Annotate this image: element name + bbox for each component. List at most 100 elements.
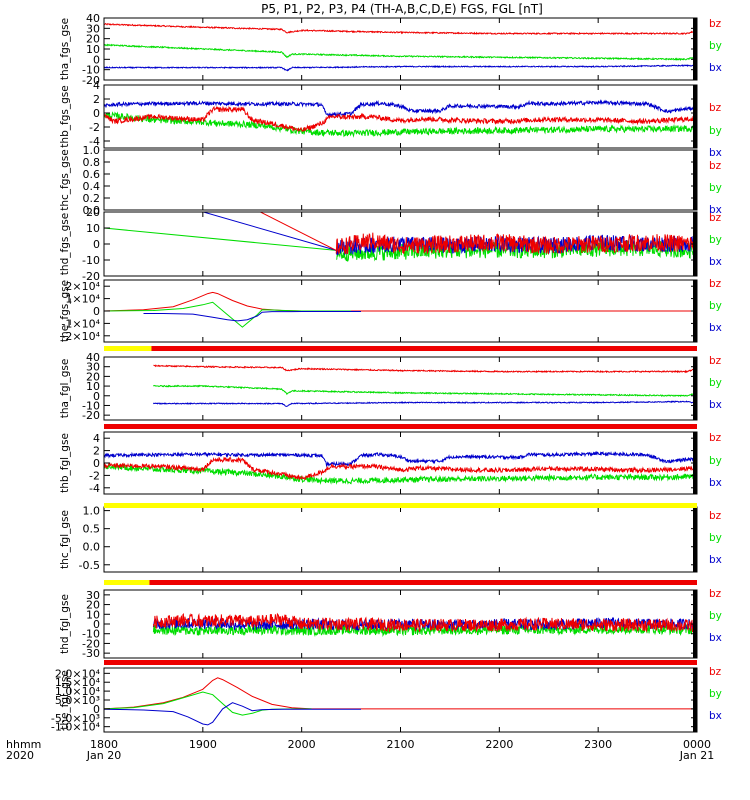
status-bar-red — [151, 346, 697, 351]
panel-series-1 — [104, 99, 697, 138]
series-bz-trace — [335, 232, 697, 255]
legend-bx: bx — [709, 477, 722, 489]
panel-ylabel: tha_fgl_gse — [59, 359, 71, 419]
ytick-label: -30 — [82, 647, 100, 660]
status-bar-yellow — [104, 346, 152, 351]
ytick-label: 0.0 — [83, 541, 101, 554]
legend-bx: bx — [709, 632, 722, 644]
ytick-label: -2 — [89, 121, 100, 134]
panel-thd_fgs_gse: 20 10 0 -10 -20 thd_fgs_gse bz by bx — [59, 206, 722, 283]
legend-bz: bz — [709, 355, 722, 367]
xaxis-date-end: Jan 21 — [679, 749, 714, 762]
xaxis-row-label-1: hhmm — [6, 738, 41, 751]
panel-series-5 — [152, 364, 697, 407]
ytick-label: 0 — [93, 457, 100, 470]
legend-bx: bx — [709, 256, 722, 268]
legend-bz: bz — [709, 432, 722, 444]
panel-thc_fgl_gse: 1.0 0.5 0.0 -0.5 thc_fgl_gse bz by bx — [59, 505, 722, 573]
legend-by: by — [709, 377, 722, 389]
ytick-label: -20 — [82, 409, 100, 422]
xaxis-date-start: Jan 20 — [86, 749, 121, 762]
series-by-trace — [152, 622, 697, 638]
ytick-label: 20 — [86, 370, 100, 383]
ytick-label: 30 — [86, 589, 100, 602]
panel-ylabel: thd_fgs_gse — [59, 213, 71, 275]
ytick-label: 10 — [86, 608, 100, 621]
ytick-label: 2 — [93, 93, 100, 106]
panel-edge-marker — [693, 150, 697, 210]
status-bar-red — [104, 660, 697, 665]
ytick-label: 1.0 — [83, 144, 101, 157]
panel-frame — [103, 506, 698, 573]
panel-edge-marker — [693, 507, 697, 572]
xtick-label: 2100 — [387, 738, 415, 751]
xtick-label: 2200 — [485, 738, 513, 751]
panel-ylabel: thb_fgs_gse — [59, 85, 71, 147]
panel-series-8 — [152, 612, 697, 638]
legend-bz: bz — [709, 666, 722, 678]
ytick-label: 5.0×10³ — [55, 694, 100, 707]
panel-ylabel: the_fgl_gse — [59, 670, 71, 730]
panel-series-0 — [104, 22, 697, 72]
ytick-label: 10 — [86, 43, 100, 56]
ytick-label: -1.0×10⁴ — [51, 721, 101, 734]
series-bz-trace — [104, 105, 697, 133]
ytick-label: 1×10⁴ — [65, 293, 100, 306]
panel-ylabel: thc_fgs_gse — [59, 149, 71, 210]
ytick-label: 20 — [86, 599, 100, 612]
panel-the_fgl_gse: 2.0×10⁴1.5×10⁴1.0×10⁴5.0×10³0-5.0×10³-1.… — [51, 666, 722, 734]
legend-by: by — [709, 532, 722, 544]
legend-bx: bx — [709, 399, 722, 411]
series-bx-trace — [104, 64, 697, 72]
series-bx-trace — [104, 450, 697, 468]
panel-ylabel: the_fgs_gse — [59, 280, 71, 342]
xtick-label: 2000 — [288, 738, 316, 751]
legend-bz: bz — [709, 102, 722, 114]
ytick-label: -10 — [82, 64, 100, 77]
ytick-label: 0 — [93, 305, 100, 318]
ytick-label: -5.0×10³ — [51, 712, 100, 725]
panel-thc_fgs_gse: 1.00.80.60.40.20.0 thc_fgs_gse bz by bx — [59, 144, 722, 217]
series-by-trace — [104, 111, 697, 138]
xtick-label: 1900 — [189, 738, 217, 751]
ytick-label: -2×10⁴ — [61, 330, 100, 343]
xtick-label: 2300 — [584, 738, 612, 751]
ytick-label: 20 — [86, 206, 100, 219]
legend-by: by — [709, 455, 722, 467]
ytick-label: 0 — [93, 390, 100, 403]
ytick-label: 2.0×10⁴ — [55, 667, 101, 680]
ytick-label: 0.0 — [83, 204, 101, 217]
ytick-label: 1.5×10⁴ — [55, 676, 101, 689]
panel-series-4 — [104, 291, 697, 328]
ytick-label: 0 — [93, 238, 100, 251]
legend-bz: bz — [709, 278, 722, 290]
series-bz-trace — [104, 456, 697, 481]
legend-bx: bx — [709, 147, 722, 159]
legend-by: by — [709, 234, 722, 246]
series-bz-line — [104, 677, 697, 710]
legend-bx: bx — [709, 204, 722, 216]
panel-frame — [103, 149, 698, 211]
panel-frame — [103, 667, 698, 733]
ytick-label: 0 — [93, 703, 100, 716]
panel-series-9 — [104, 677, 697, 726]
legend-bz: bz — [709, 510, 722, 522]
ytick-label: 0.2 — [83, 192, 101, 205]
series-bz-trace — [104, 22, 697, 36]
ytick-label: 0.5 — [83, 523, 101, 536]
series-bz-line — [259, 212, 337, 251]
ytick-label: 2×10⁴ — [65, 280, 100, 293]
ytick-label: -2 — [89, 469, 100, 482]
legend-bx: bx — [709, 710, 722, 722]
legend-by: by — [709, 300, 722, 312]
panel-edge-marker — [693, 357, 697, 420]
ytick-label: 0 — [93, 618, 100, 631]
ytick-label: 40 — [86, 351, 100, 364]
ytick-label: -4 — [89, 482, 100, 495]
series-bx-line — [104, 702, 361, 726]
ytick-label: -1×10⁴ — [61, 317, 100, 330]
